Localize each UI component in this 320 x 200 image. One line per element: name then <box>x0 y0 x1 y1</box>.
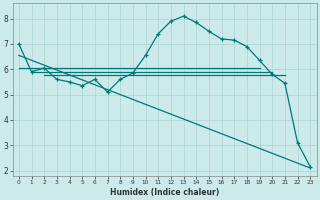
X-axis label: Humidex (Indice chaleur): Humidex (Indice chaleur) <box>110 188 219 197</box>
